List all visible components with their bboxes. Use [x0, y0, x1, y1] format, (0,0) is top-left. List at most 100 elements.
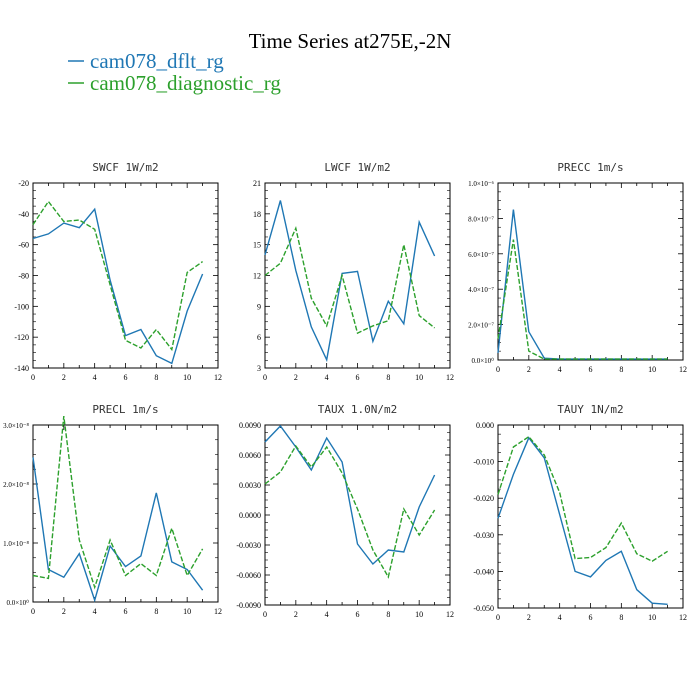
series-line-diagnostic [264, 225, 436, 335]
panel-title-precl: PRECL 1m/s [92, 403, 158, 416]
x-tick-label: 10 [183, 373, 191, 382]
x-tick-label: 6 [589, 613, 593, 622]
y-tick-label: 4.0×10⁻⁷ [468, 286, 494, 294]
x-tick-label: 0 [496, 365, 500, 374]
x-tick-label: 0 [263, 610, 267, 619]
y-tick-label: -120 [14, 333, 29, 342]
x-tick-label: 8 [386, 610, 390, 619]
x-tick-label: 8 [619, 365, 623, 374]
x-tick-label: 2 [527, 613, 531, 622]
legend: cam078_dflt_rg cam078_diagnostic_rg [68, 49, 281, 95]
y-tick-label: 12 [253, 272, 261, 281]
y-tick-label: 9 [257, 302, 261, 311]
y-tick-label: 6.0×10⁻⁷ [468, 251, 494, 259]
x-tick-label: 6 [589, 365, 593, 374]
x-tick-label: 10 [415, 373, 423, 382]
plot-frame-precc [497, 182, 684, 361]
y-tick-label: -20 [18, 179, 29, 188]
y-tick-label: 0.0000 [239, 511, 261, 520]
y-tick-label: 8.0×10⁻⁷ [468, 215, 494, 223]
x-tick-label: 8 [154, 373, 158, 382]
panel-taux: TAUX 1.0N/m2 0 2 4 6 8 10 12 0.0090 0.0060 0.0030 0… [236, 403, 454, 619]
panel-tauy: TAUY 1N/m2 0 2 4 6 8 10 12 0.000 -0.010 -0.020 -0.0… [473, 403, 687, 622]
plot-frame-swcf [32, 182, 219, 369]
x-tick-label: 6 [356, 373, 360, 382]
x-tick-label: 10 [648, 365, 656, 374]
figure-title: Time Series at275E,-2N [249, 29, 452, 53]
x-tick-label: 2 [294, 610, 298, 619]
x-tick-label: 12 [679, 613, 687, 622]
series-line-diagnostic [497, 239, 668, 360]
series-line-diagnostic [264, 444, 436, 579]
x-tick-label: 8 [154, 607, 158, 616]
x-tick-label: 12 [214, 373, 222, 382]
x-tick-label: 12 [679, 365, 687, 374]
y-tick-label: -100 [14, 302, 29, 311]
x-tick-label: 6 [356, 610, 360, 619]
x-tick-label: 2 [294, 373, 298, 382]
panel-title-taux: TAUX 1.0N/m2 [318, 403, 397, 416]
x-tick-label: 6 [124, 607, 128, 616]
legend-label-diagnostic: cam078_diagnostic_rg [90, 71, 281, 95]
x-tick-label: 10 [415, 610, 423, 619]
x-tick-label: 4 [93, 373, 97, 382]
panel-title-tauy: TAUY 1N/m2 [557, 403, 623, 416]
plot-frame-tauy [497, 424, 684, 609]
y-tick-label: -60 [18, 241, 29, 250]
x-tick-label: 12 [446, 610, 454, 619]
y-tick-label: 0.0090 [239, 421, 261, 430]
x-tick-label: 12 [446, 373, 454, 382]
y-tick-label: -140 [14, 364, 29, 373]
panel-title-lwcf: LWCF 1W/m2 [324, 161, 390, 174]
series-line-dflt [264, 424, 436, 566]
x-tick-label: 2 [62, 373, 66, 382]
y-tick-label: 1.0×10⁻⁸ [3, 540, 29, 548]
x-tick-label: 2 [62, 607, 66, 616]
panels: SWCF 1W/m2 0 2 4 6 8 10 12 -20 -40 -60 -80 -100 -120 -… [3, 161, 687, 622]
x-tick-label: 0 [263, 373, 267, 382]
y-tick-label: 0.0×10⁰ [471, 357, 494, 365]
y-tick-label: 0.0030 [239, 481, 261, 490]
series-line-diagnostic [32, 416, 204, 590]
series-line-diagnostic [497, 435, 668, 563]
x-tick-label: 10 [183, 607, 191, 616]
y-tick-label: 0.000 [476, 421, 494, 430]
x-tick-label: 10 [648, 613, 656, 622]
plot-frame-lwcf [264, 182, 451, 369]
y-tick-label: -0.0060 [236, 571, 261, 580]
y-tick-label: 3.0×10⁻⁸ [3, 422, 29, 430]
x-tick-label: 4 [558, 613, 562, 622]
y-tick-label: 15 [253, 241, 261, 250]
series-line-dflt [497, 209, 668, 360]
y-tick-label: -40 [18, 210, 29, 219]
y-tick-label: 2.0×10⁻⁸ [3, 481, 29, 489]
x-tick-label: 4 [325, 610, 329, 619]
y-tick-label: -0.050 [473, 604, 494, 613]
series-line-dflt [32, 207, 204, 365]
x-tick-label: 8 [619, 613, 623, 622]
x-tick-label: 4 [325, 373, 329, 382]
y-tick-label: 21 [253, 179, 261, 188]
panel-swcf: SWCF 1W/m2 0 2 4 6 8 10 12 -20 -40 -60 -80 -100 -120 -… [14, 161, 222, 382]
y-tick-label: -0.020 [473, 494, 494, 503]
panel-title-swcf: SWCF 1W/m2 [92, 161, 158, 174]
panel-precl: PRECL 1m/s 0 2 4 6 8 10 12 3.0×10⁻⁸ 2.0×10⁻⁸ 1.0×1… [3, 403, 222, 616]
series-line-dflt [264, 200, 436, 363]
x-tick-label: 0 [31, 607, 35, 616]
y-tick-label: 0.0060 [239, 451, 261, 460]
x-tick-label: 12 [214, 607, 222, 616]
panel-precc: PRECC 1m/s 0 2 4 6 8 10 12 1.0×10⁻⁶ 8.0×10⁻⁷ 6.0×1… [468, 161, 687, 374]
x-tick-label: 4 [558, 365, 562, 374]
y-tick-label: -0.0030 [236, 541, 261, 550]
series-line-dflt [497, 436, 668, 605]
series-line-diagnostic [32, 200, 204, 352]
panel-title-precc: PRECC 1m/s [557, 161, 623, 174]
legend-label-dflt: cam078_dflt_rg [90, 49, 224, 73]
panel-lwcf: LWCF 1W/m2 0 2 4 6 8 10 12 21 18 15 12 9 6 3 [253, 161, 454, 382]
x-tick-label: 0 [496, 613, 500, 622]
y-tick-label: 0.0×10⁰ [6, 599, 29, 607]
y-tick-label: -0.040 [473, 567, 494, 576]
x-tick-label: 8 [386, 373, 390, 382]
x-tick-label: 4 [93, 607, 97, 616]
